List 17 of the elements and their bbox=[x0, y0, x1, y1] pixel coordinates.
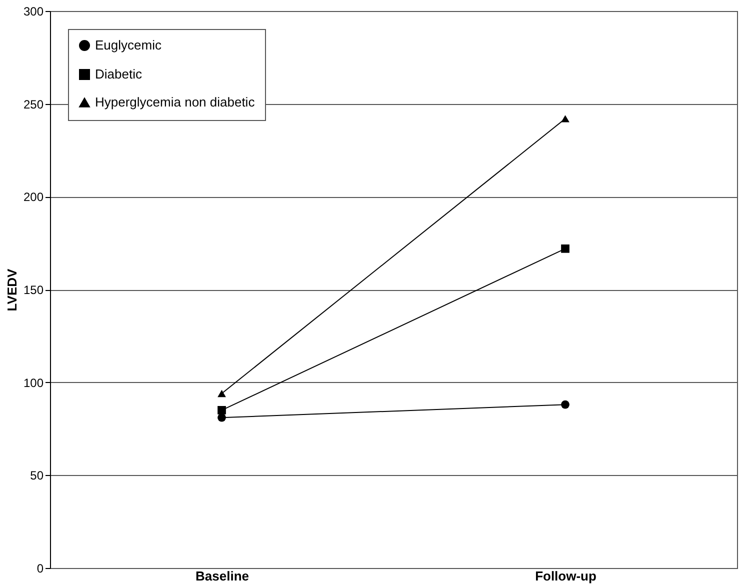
point bbox=[218, 406, 226, 414]
legend-label: Hyperglycemia non diabetic bbox=[95, 94, 256, 110]
x-tick-label: Baseline bbox=[196, 568, 249, 584]
y-tick-label: 0 bbox=[36, 562, 44, 576]
legend-label: Diabetic bbox=[95, 66, 142, 82]
y-tick-label: 250 bbox=[23, 97, 44, 112]
point bbox=[561, 400, 570, 409]
y-tick-label: 50 bbox=[30, 468, 44, 483]
point bbox=[561, 244, 570, 253]
y-tick-label: 300 bbox=[23, 4, 44, 18]
y-tick-label: 200 bbox=[23, 190, 44, 204]
y-tick-label: 100 bbox=[23, 376, 44, 390]
y-tick-label: 150 bbox=[23, 283, 44, 297]
x-tick-label: Follow-up bbox=[535, 568, 596, 584]
legend-label: Euglycemic bbox=[95, 38, 162, 52]
y-axis-title: LVEDV bbox=[4, 268, 20, 312]
point bbox=[218, 413, 226, 422]
